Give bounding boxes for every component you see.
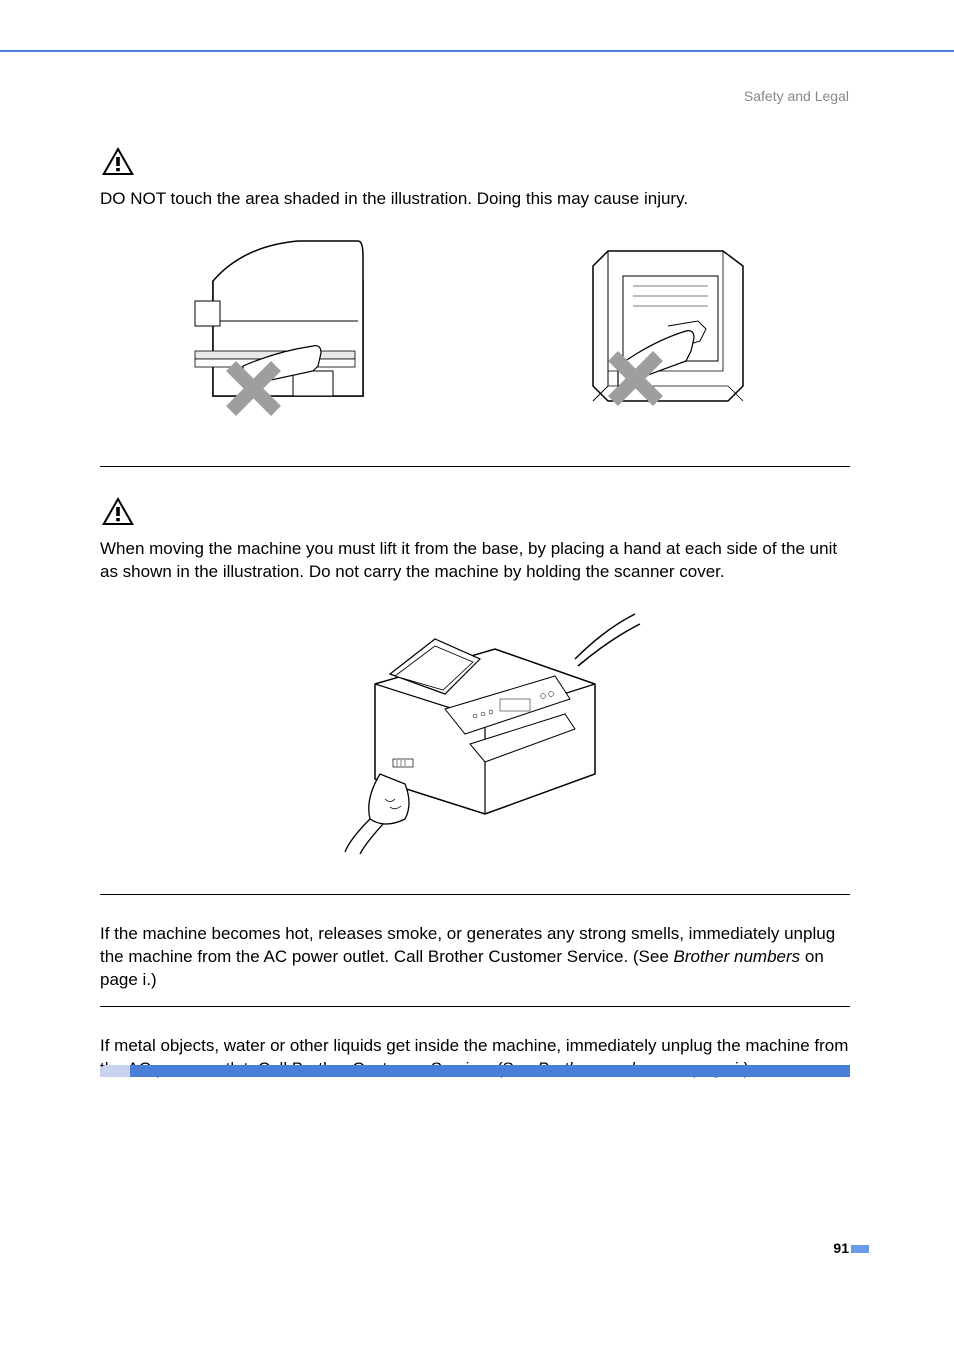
paragraph-hot: If the machine becomes hot, releases smo… [100,923,850,992]
warning-text-1: DO NOT touch the area shaded in the illu… [100,188,850,211]
footer-bar [100,1065,850,1077]
figure-row-2 [100,604,850,854]
figure-printer-side [183,231,393,441]
divider-2 [100,894,850,895]
warning-icon [100,495,850,532]
page-number: 91 [833,1240,849,1256]
figure-row-1 [100,231,850,441]
section-header: Safety and Legal [744,88,849,104]
warning-text-2: When moving the machine you must lift it… [100,538,850,584]
divider-3 [100,1006,850,1007]
warning-icon [100,145,850,182]
page-tab [851,1245,869,1253]
para-1-italic: Brother numbers [674,947,801,966]
figure-lifting-printer [295,604,655,854]
top-border [0,50,954,52]
divider-1 [100,466,850,467]
figure-printer-under [558,231,768,441]
warning-section-2: When moving the machine you must lift it… [100,495,850,1081]
page-content: DO NOT touch the area shaded in the illu… [100,145,850,1095]
footer-bar-accent [100,1065,130,1077]
